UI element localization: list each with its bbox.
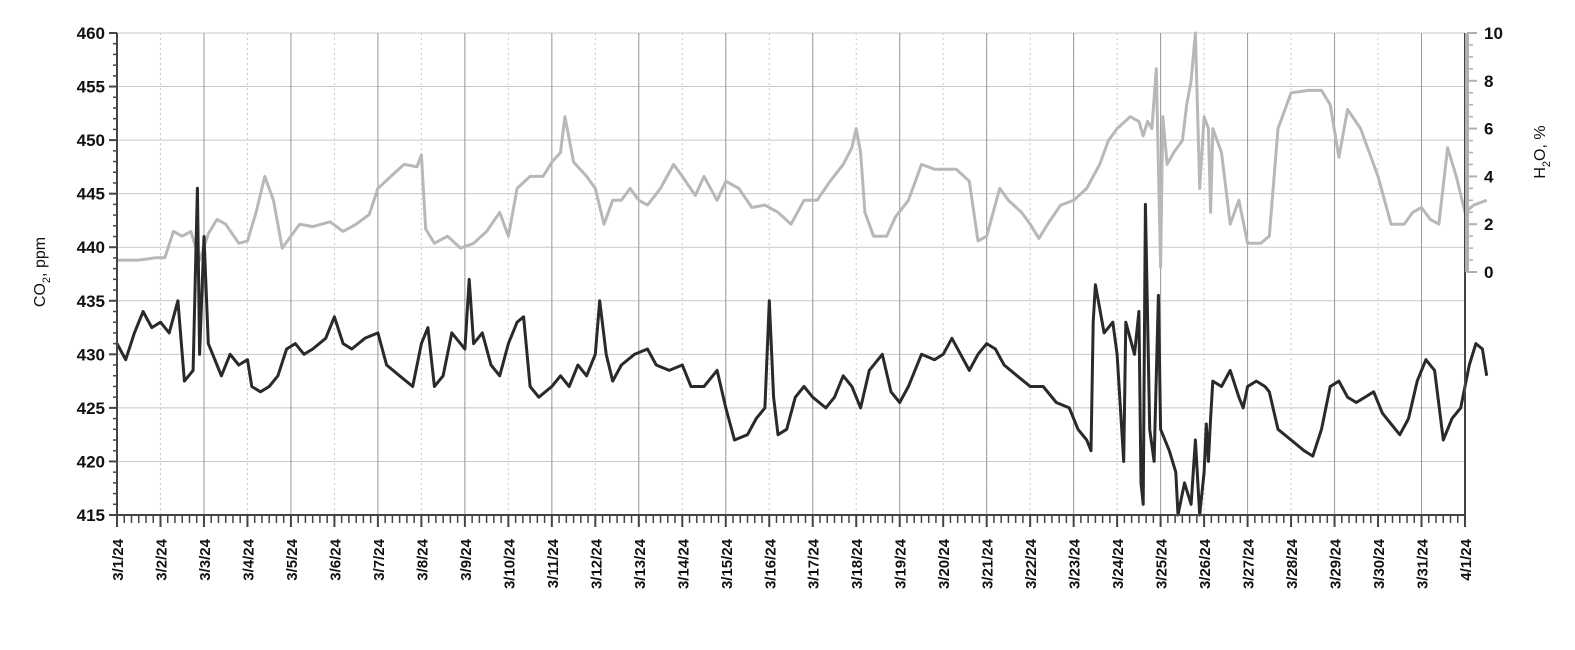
- right-tick-label: 8: [1484, 72, 1493, 91]
- x-tick-label: 3/17/24: [806, 538, 823, 589]
- x-tick-label: 3/8/24: [414, 538, 431, 580]
- grid-lines: [116, 32, 1466, 516]
- left-tick-label: 430: [77, 345, 105, 364]
- x-tick-label: 3/31/24: [1415, 538, 1432, 589]
- right-tick-label: 4: [1484, 167, 1494, 186]
- y-axis-left-title: CO2, ppm: [32, 237, 53, 307]
- right-tick-label: 6: [1484, 120, 1493, 139]
- x-tick-label: 3/18/24: [849, 538, 866, 589]
- x-tick-label: 3/19/24: [893, 538, 910, 589]
- x-tick-label: 3/23/24: [1067, 538, 1084, 589]
- x-tick-label: 3/1/24: [110, 538, 127, 580]
- x-tick-label: 3/13/24: [632, 538, 649, 589]
- series-lines: [115, 31, 1489, 517]
- left-tick-label: 420: [77, 452, 105, 471]
- x-tick-label: 3/3/24: [197, 538, 214, 580]
- x-tick-label: 4/1/24: [1458, 538, 1475, 580]
- x-tick-label: 3/21/24: [980, 538, 997, 589]
- x-tick-label: 3/24/24: [1110, 538, 1127, 589]
- left-tick-label: 440: [77, 238, 105, 257]
- left-tick-label: 445: [77, 185, 105, 204]
- x-axis-ticks: 3/1/24 3/2/24 3/3/24 3/4/24 3/5/24 3/6/24 3/7/…: [110, 515, 1475, 589]
- right-tick-label: 10: [1484, 24, 1503, 43]
- x-tick-label: 3/30/24: [1371, 538, 1388, 589]
- x-tick-label: 3/10/24: [501, 538, 518, 589]
- x-tick-label: 3/29/24: [1328, 538, 1345, 589]
- axes: [116, 33, 1469, 516]
- x-tick-label: 3/5/24: [284, 538, 301, 580]
- x-tick-label: 3/28/24: [1284, 538, 1301, 589]
- left-tick-label: 415: [77, 506, 105, 525]
- x-tick-label: 3/15/24: [719, 538, 736, 589]
- x-tick-label: 3/26/24: [1197, 538, 1214, 589]
- x-tick-label: 3/12/24: [588, 538, 605, 589]
- left-tick-label: 460: [77, 24, 105, 43]
- x-tick-label: 3/9/24: [458, 538, 475, 580]
- x-tick-label: 3/16/24: [762, 538, 779, 589]
- co2-series-line: [115, 186, 1489, 517]
- x-tick-label: 3/25/24: [1154, 538, 1171, 589]
- left-axis-ticks: 415 420 425 430 435 440 445 450 455 460: [77, 24, 117, 525]
- left-tick-label: 450: [77, 131, 105, 150]
- right-tick-label: 0: [1484, 263, 1493, 282]
- x-tick-label: 3/7/24: [371, 538, 388, 580]
- x-tick-label: 3/22/24: [1023, 538, 1040, 589]
- right-tick-label: 2: [1484, 215, 1493, 234]
- left-tick-label: 425: [77, 399, 105, 418]
- x-tick-label: 3/20/24: [936, 538, 953, 589]
- left-tick-label: 435: [77, 292, 105, 311]
- h2o-series-line: [117, 31, 1488, 269]
- x-tick-label: 3/6/24: [327, 538, 344, 580]
- x-tick-label: 3/27/24: [1241, 538, 1258, 589]
- y-axis-right-title: H2O, %: [1532, 125, 1553, 178]
- x-tick-label: 3/14/24: [675, 538, 692, 589]
- left-tick-label: 455: [77, 78, 105, 97]
- x-tick-label: 3/11/24: [545, 538, 562, 588]
- right-axis-ticks: 0 2 4 6 8 10: [1467, 24, 1503, 282]
- x-tick-label: 3/4/24: [240, 538, 257, 580]
- x-tick-label: 3/2/24: [153, 538, 170, 580]
